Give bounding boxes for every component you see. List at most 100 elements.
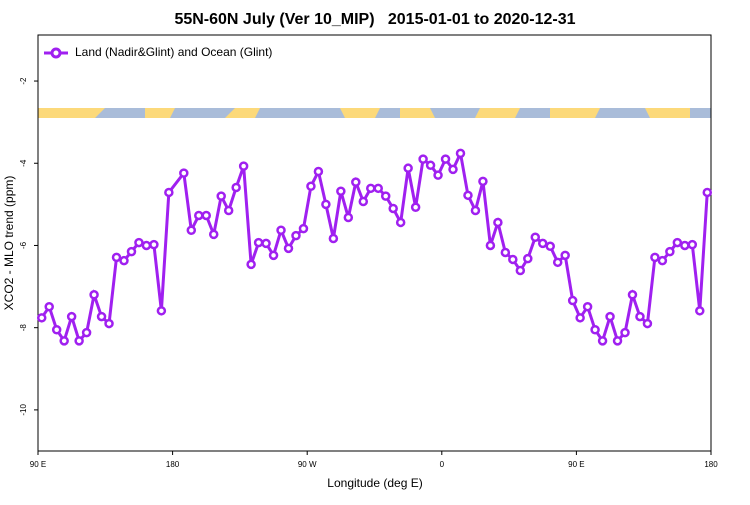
point <box>627 290 638 300</box>
point <box>508 254 518 265</box>
point <box>388 203 398 214</box>
point <box>680 240 690 251</box>
point <box>672 237 683 248</box>
point <box>313 166 324 177</box>
y-tick-label: -2 <box>19 77 28 85</box>
point <box>306 181 316 192</box>
point <box>119 255 129 266</box>
point <box>642 318 653 329</box>
point <box>283 243 294 254</box>
point <box>695 306 705 316</box>
point <box>455 148 466 159</box>
point <box>380 191 391 201</box>
map-strip <box>38 108 711 118</box>
point <box>276 225 286 236</box>
point <box>96 311 107 322</box>
point <box>59 336 69 346</box>
point <box>470 205 481 216</box>
point <box>395 217 406 228</box>
plot-frame <box>37 34 712 452</box>
point <box>567 295 578 306</box>
point <box>373 183 383 194</box>
y-tick-label: -4 <box>19 159 28 167</box>
point <box>478 176 488 187</box>
legend: Land (Nadir&Glint) and Ocean (Glint) <box>44 45 272 59</box>
point <box>665 246 675 257</box>
point <box>134 237 144 248</box>
point <box>590 324 600 335</box>
x-tick-label: 180 <box>704 460 718 469</box>
point <box>545 241 555 252</box>
x-tick-label: 90 W <box>298 460 317 469</box>
point <box>291 230 301 241</box>
point <box>89 290 99 300</box>
point <box>351 177 361 187</box>
point <box>515 265 526 276</box>
y-tick-label: -8 <box>19 324 28 332</box>
x-tick-label: 90 E <box>568 460 584 469</box>
point <box>366 183 376 194</box>
point <box>231 182 241 193</box>
point <box>500 247 511 258</box>
point <box>201 210 211 221</box>
point <box>702 187 713 198</box>
point <box>358 196 369 207</box>
point <box>238 161 249 171</box>
point <box>223 205 234 216</box>
point <box>343 212 354 223</box>
point <box>552 257 563 268</box>
point <box>620 327 630 338</box>
point <box>51 324 62 335</box>
point <box>208 229 219 240</box>
point <box>493 217 503 228</box>
point <box>538 238 548 249</box>
point <box>298 223 309 234</box>
x-axis-label: Longitude (deg E) <box>327 476 422 490</box>
point <box>560 250 570 261</box>
point <box>440 154 451 164</box>
point <box>418 154 428 164</box>
x-tick-label: 180 <box>166 460 180 469</box>
point <box>448 164 458 175</box>
point <box>186 225 197 236</box>
point <box>612 336 623 346</box>
point <box>164 187 174 198</box>
y-axis-label: XCO2 - MLO trend (ppm) <box>2 176 16 311</box>
point <box>530 232 541 242</box>
point <box>485 240 496 251</box>
point <box>582 301 593 312</box>
point <box>216 191 226 201</box>
x-tick-label: 90 E <box>30 460 46 469</box>
point <box>433 170 443 180</box>
point <box>141 240 152 251</box>
point <box>635 311 645 322</box>
x-tick-label: 0 <box>440 460 445 469</box>
chart-title: 55N-60N July (Ver 10_MIP) 2015-01-01 to … <box>174 11 575 28</box>
point <box>81 327 92 338</box>
point <box>425 160 436 171</box>
point <box>321 199 331 210</box>
point <box>179 168 189 178</box>
point <box>246 259 256 270</box>
point <box>597 336 608 346</box>
point <box>410 202 421 212</box>
point <box>104 318 114 329</box>
y-tick-label: -10 <box>19 404 28 416</box>
y-tick-label: -6 <box>19 241 28 249</box>
point <box>149 239 159 250</box>
point <box>36 313 47 323</box>
point <box>74 336 84 346</box>
point <box>605 311 615 322</box>
legend-label: Land (Nadir&Glint) and Ocean (Glint) <box>75 45 272 59</box>
point <box>463 190 473 201</box>
point <box>687 239 698 250</box>
point <box>403 163 413 173</box>
point <box>575 313 585 323</box>
point <box>523 253 533 264</box>
point <box>44 301 54 312</box>
point <box>194 210 204 221</box>
point <box>66 311 77 322</box>
point <box>328 233 339 244</box>
point <box>253 237 264 248</box>
